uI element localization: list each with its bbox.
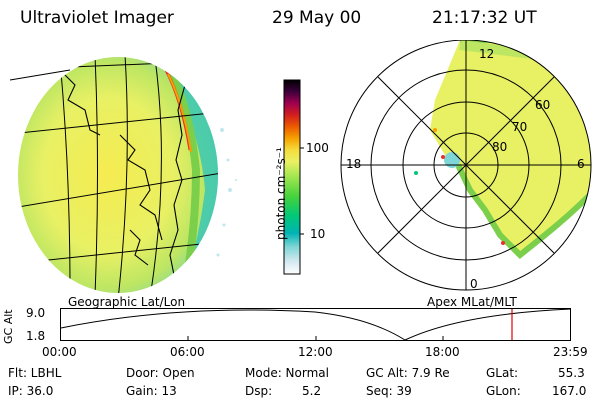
altplot-ytick-bottom: 1.8 [26,329,46,343]
earth-disk [18,57,218,293]
glon-label: GLon: [486,384,521,398]
mlt-6-label: 6 [577,157,585,171]
colorbar-tick-100: 100 [306,141,329,155]
ip-info: IP: 36.0 [8,384,54,398]
geographic-caption: Geographic Lat/Lon [68,295,186,309]
altplot-xtick-3: 18:00 [425,345,460,359]
colorbar-tick-10: 10 [310,227,326,241]
altplot-xtick-4: 23:59 [553,345,588,359]
altitude-curve [60,308,572,341]
dsp-value: 5.2 [302,384,322,398]
altplot-xtick-2: 12:00 [298,345,333,359]
mlat-70-label: 70 [512,120,528,134]
filter-info: Flt: LBHL [8,366,62,380]
mlat-80-label: 80 [492,140,508,154]
polar-plot [340,40,592,291]
glat-value: 55.3 [558,366,585,380]
colorbar-label: photon cm⁻²s⁻¹ [274,147,288,240]
dsp-label: Dsp: [245,384,273,398]
colorbar [283,79,304,275]
mlt-12-label: 12 [479,47,495,61]
gc-alt-info: GC Alt: 7.9 Re [366,366,450,380]
date-label: 29 May 00 [272,8,362,28]
gain-info: Gain: 13 [126,384,177,398]
door-info: Door: Open [126,366,195,380]
glon-value: 167.0 [552,384,587,398]
altitude-plot [60,308,572,341]
altplot-xtick-0: 00:00 [42,345,77,359]
time-label: 21:17:32 UT [432,8,537,28]
geographic-image [9,57,237,293]
instrument-title: Ultraviolet Imager [20,8,174,28]
seq-info: Seq: 39 [366,384,412,398]
altplot-ytick-top: 9.0 [26,306,46,320]
altplot-ylabel: GC Alt [2,309,15,344]
mlt-18-label: 18 [346,157,362,171]
glat-label: GLat: [486,366,519,380]
mode-info: Mode: Normal [245,366,329,380]
mlat-60-label: 60 [535,98,551,112]
mlt-0-label: 0 [470,277,478,291]
altplot-xtick-1: 06:00 [170,345,205,359]
apex-caption: Apex MLat/MLT [427,295,517,309]
